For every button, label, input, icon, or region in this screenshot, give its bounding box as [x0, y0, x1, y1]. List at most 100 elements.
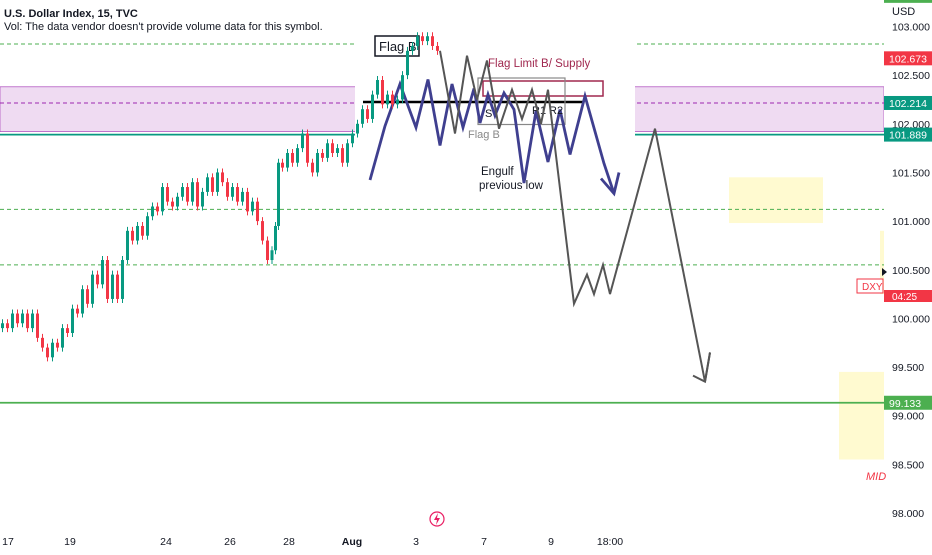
candle-body [226, 182, 229, 197]
price-badge[interactable]: 102.673 [889, 53, 927, 65]
candle-body [11, 313, 14, 329]
lightning-icon[interactable] [429, 511, 445, 527]
candle-body [51, 342, 54, 358]
engulf-label-line1: Engulf [481, 166, 514, 178]
candle-body [371, 94, 374, 119]
inset-arrow-head [599, 172, 621, 197]
s-label: S [485, 108, 492, 120]
candle-body [301, 133, 304, 149]
projection-path[interactable] [439, 50, 711, 382]
candle-body [431, 36, 434, 46]
candle-body [236, 187, 239, 202]
candle-body [246, 191, 249, 212]
candle-body [211, 177, 214, 192]
supply-label: Flag Limit B/ Supply [488, 58, 591, 70]
time-tick-label: 24 [160, 536, 172, 548]
time-tick-label: 19 [64, 536, 76, 548]
candle-body [121, 260, 124, 299]
price-tick-label: 103.000 [892, 22, 930, 34]
candle-body [111, 274, 114, 299]
candle-body [270, 250, 274, 261]
candle-body [316, 152, 319, 173]
candle-body [391, 94, 394, 105]
candle-body [366, 109, 369, 119]
price-badge[interactable]: 101.889 [889, 130, 927, 142]
price-badge[interactable]: 99.133 [889, 398, 921, 410]
inset-flag-path [368, 79, 616, 194]
candle-body [401, 75, 404, 100]
price-labels: 104.881103.315102.673102.214101.88999.13… [884, 0, 932, 410]
price-badge-bg [884, 127, 932, 142]
candle-body [116, 274, 119, 299]
candle-body [306, 133, 309, 163]
symbol-header[interactable]: U.S. Dollar Index, 15, TVC [4, 8, 138, 20]
candle-body [241, 191, 244, 202]
time-tick-label: 17 [2, 536, 14, 548]
flag-range-box [477, 77, 566, 126]
candle-body [16, 313, 19, 324]
candle-body [421, 36, 424, 42]
inset-title: Flag B [379, 39, 417, 54]
price-tick-label: 100.000 [892, 313, 930, 325]
symbol-tag: DXY [862, 282, 883, 293]
supply-box [482, 80, 604, 97]
time-tick-label: 3 [413, 536, 419, 548]
price-axis[interactable]: USD 98.000 98.500 99.000 99.500 100.000 100.5… [856, 0, 932, 530]
candle-body [381, 80, 384, 105]
candle-body [21, 313, 24, 324]
flag-b-inset: Flag B Flag Limit B/ Supply S R1 R2 Flag… [355, 28, 635, 198]
candle-body [436, 45, 439, 51]
candle-body [31, 313, 34, 329]
candle-body [321, 152, 324, 158]
candle-body [46, 347, 49, 358]
candle-body [361, 109, 364, 124]
time-tick-label: 7 [481, 536, 487, 548]
time-ticks: 17 19 24 26 28 Aug 3 7 9 18:00 [2, 536, 623, 548]
candle-body [331, 143, 334, 153]
candle-body [151, 206, 154, 217]
candle-body [76, 308, 79, 314]
candle-body [416, 36, 419, 46]
price-axis-bg [884, 0, 932, 530]
time-tick-label: 26 [224, 536, 236, 548]
projection-arrow-head [692, 352, 711, 384]
scroll-marker [882, 268, 887, 276]
candle-body [106, 260, 109, 299]
time-tick-label: 18:00 [597, 536, 623, 548]
countdown: 04:25 [892, 292, 917, 303]
candle-body [336, 148, 339, 153]
candle-body [201, 191, 204, 207]
candle-body [41, 337, 44, 348]
price-badge-bg [884, 0, 932, 3]
candle-body [141, 225, 144, 236]
price-tick-label: 100.500 [892, 265, 930, 277]
candle-body [266, 240, 269, 261]
candle-body [326, 143, 329, 158]
candle-body [26, 313, 29, 329]
price-badge[interactable]: 102.214 [889, 98, 927, 110]
price-badge[interactable]: 103.315 [889, 0, 927, 3]
price-tick-label: 101.000 [892, 216, 930, 228]
candle-body [251, 201, 254, 212]
currency-label: USD [892, 6, 915, 18]
candle-body [156, 206, 159, 212]
candle-body [411, 45, 414, 51]
series-layer [1, 32, 439, 362]
candle-body [6, 323, 9, 329]
candle-body [61, 328, 64, 348]
candle-body [171, 201, 174, 207]
price-badge-bg [884, 95, 932, 110]
candle-body [386, 94, 389, 105]
candle-body [81, 289, 84, 314]
candle-body [66, 328, 69, 333]
mid-label: MID [866, 471, 886, 483]
price-tick-label: 98.500 [892, 459, 924, 471]
inset-shapes [363, 77, 621, 197]
candle-body [36, 313, 39, 338]
time-axis-bg [0, 530, 932, 550]
time-axis[interactable]: 17 19 24 26 28 Aug 3 7 9 18:00 [0, 530, 932, 550]
candle-body [216, 172, 219, 192]
candle-body [396, 99, 399, 105]
